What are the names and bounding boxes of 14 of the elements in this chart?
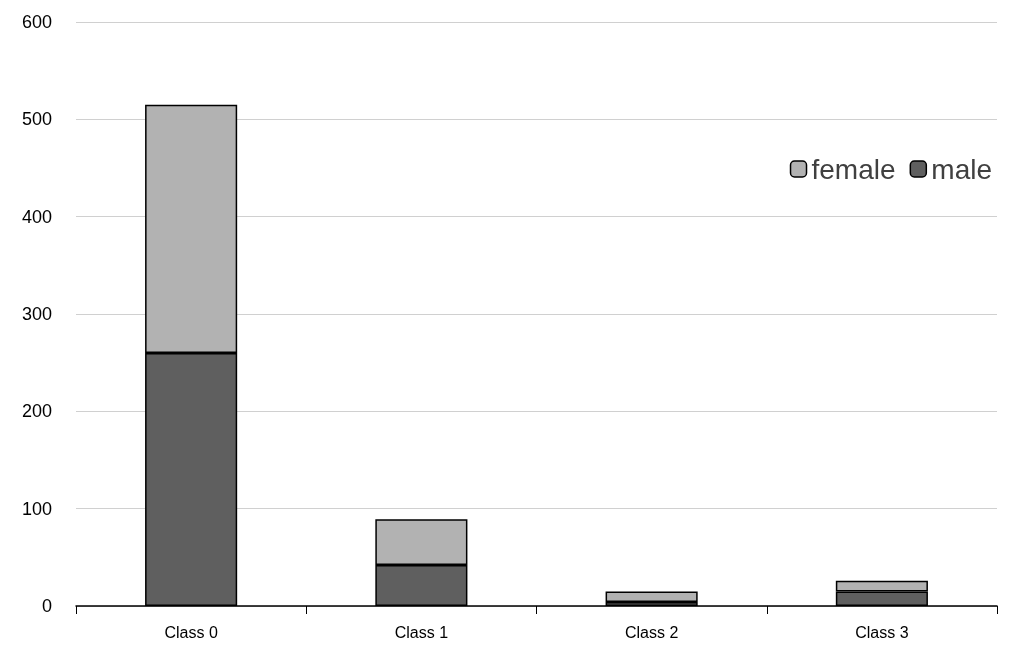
y-tick-label: 400: [21, 206, 52, 227]
legend-label: male: [931, 153, 993, 185]
x-tick-label: Class 2: [624, 623, 679, 641]
y-tick-label: 0: [41, 596, 52, 616]
y-tick-label: 600: [21, 12, 52, 32]
x-tick-label: Class 1: [394, 623, 449, 641]
bar: [605, 591, 698, 603]
legend-label: female: [811, 153, 896, 185]
x-tick-label: Class 3: [855, 623, 909, 641]
y-tick-label: 200: [21, 401, 52, 422]
y-tick-label: 300: [21, 304, 52, 324]
y-tick-label: 100: [21, 498, 52, 519]
x-tick-label: Class 0: [164, 623, 218, 641]
y-tick-label: 500: [21, 109, 52, 130]
